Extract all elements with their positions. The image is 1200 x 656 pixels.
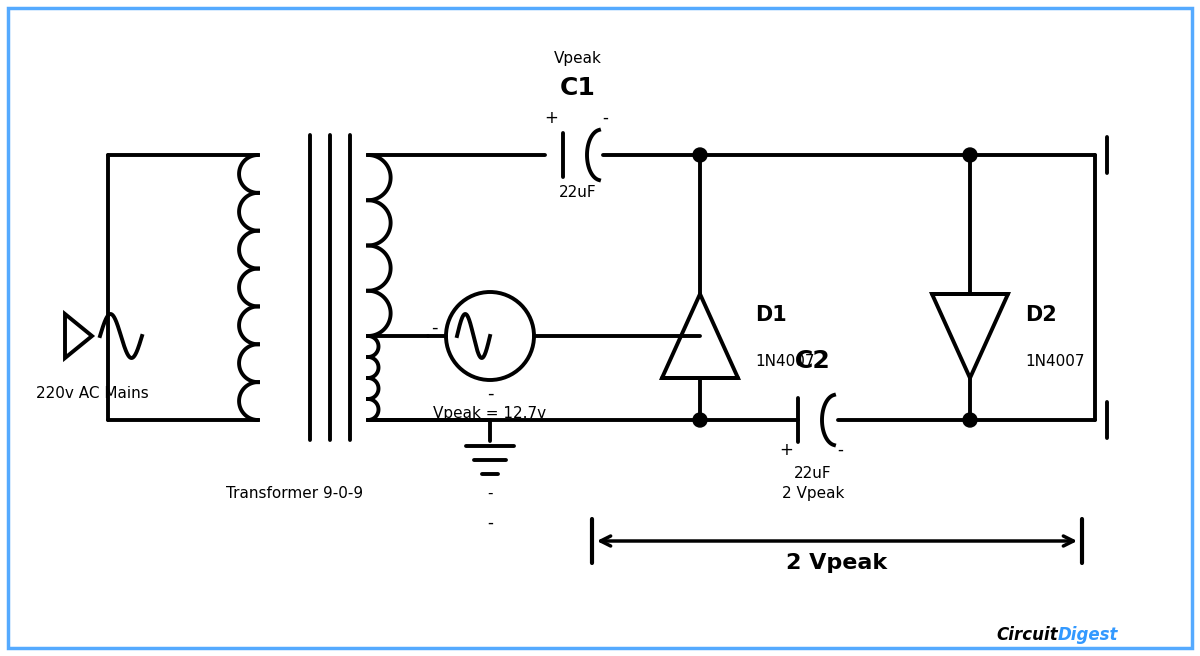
Text: -: - bbox=[431, 319, 438, 337]
Text: Vpeak = 12.7v: Vpeak = 12.7v bbox=[433, 406, 546, 421]
Text: C1: C1 bbox=[560, 76, 596, 100]
Text: 2 Vpeak: 2 Vpeak bbox=[786, 553, 888, 573]
Text: -: - bbox=[487, 385, 493, 403]
Text: D2: D2 bbox=[1025, 305, 1057, 325]
Text: -: - bbox=[602, 109, 608, 127]
Text: 22uF: 22uF bbox=[794, 466, 832, 481]
Text: +: + bbox=[779, 441, 793, 459]
Text: Digest: Digest bbox=[1058, 626, 1118, 644]
Text: 1N4007: 1N4007 bbox=[755, 354, 815, 369]
Text: 22uF: 22uF bbox=[559, 185, 596, 200]
Text: -: - bbox=[838, 441, 842, 459]
Circle shape bbox=[964, 148, 977, 162]
Text: 220v AC Mains: 220v AC Mains bbox=[36, 386, 149, 401]
Text: C2: C2 bbox=[796, 349, 830, 373]
Text: Circuit: Circuit bbox=[996, 626, 1058, 644]
Circle shape bbox=[694, 148, 707, 162]
Text: -: - bbox=[487, 486, 493, 501]
Text: 1N4007: 1N4007 bbox=[1025, 354, 1085, 369]
Text: 2 Vpeak: 2 Vpeak bbox=[782, 486, 844, 501]
Text: Transformer 9-0-9: Transformer 9-0-9 bbox=[227, 486, 364, 501]
Polygon shape bbox=[932, 294, 1008, 378]
Text: +: + bbox=[544, 109, 558, 127]
Text: -: - bbox=[487, 514, 493, 532]
Text: Vpeak: Vpeak bbox=[554, 51, 602, 66]
Circle shape bbox=[694, 413, 707, 427]
Text: D1: D1 bbox=[755, 305, 787, 325]
Polygon shape bbox=[662, 294, 738, 378]
Circle shape bbox=[964, 413, 977, 427]
